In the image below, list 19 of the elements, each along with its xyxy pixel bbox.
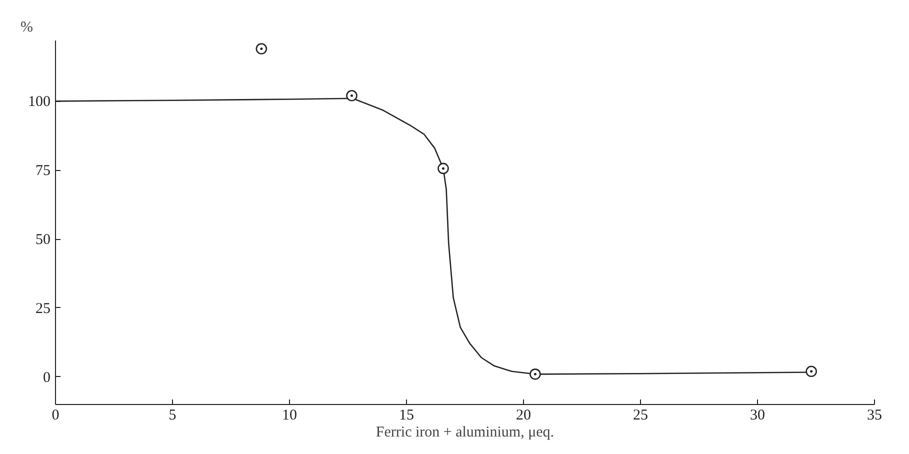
y-axis-title: % [20, 20, 33, 36]
x-axis-title: Ferric iron + aluminium, μeq. [376, 424, 554, 440]
point [806, 366, 817, 378]
point [346, 90, 358, 102]
x-tick-label: 30 [750, 408, 765, 424]
x-tick-label: 5 [168, 408, 176, 424]
x-tick-label: 15 [399, 408, 414, 424]
x-tick-label: 25 [633, 408, 648, 424]
y-tick-label: 100 [28, 94, 50, 110]
x-tick-label: 20 [516, 408, 531, 424]
point [256, 43, 268, 54]
x-tick-label: 10 [282, 408, 297, 424]
x-tick-label: 35 [867, 408, 882, 424]
y-tick-label: 0 [43, 370, 50, 386]
y-tick-label: 50 [36, 232, 50, 248]
point [438, 162, 449, 174]
y-tick-label: 25 [36, 300, 50, 317]
point [530, 368, 541, 380]
y-tick-label: 75 [36, 163, 50, 180]
